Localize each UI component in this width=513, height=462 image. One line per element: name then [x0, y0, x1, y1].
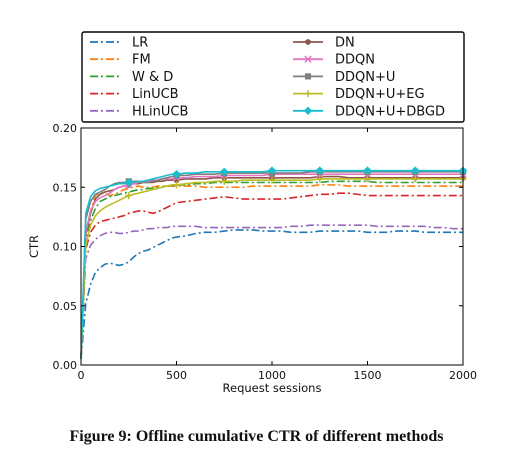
- legend-label: FM: [132, 53, 151, 68]
- data-point: [268, 176, 276, 184]
- data-point: [316, 175, 324, 183]
- plot-layer: [80, 128, 468, 365]
- chart-svg: 0 500 1000 1500 2000 0.00 0.05 0.10 0.15 0.20 Requ…: [27, 31, 477, 395]
- data-point: [363, 166, 372, 175]
- data-point: [315, 166, 324, 175]
- data-point: [267, 166, 277, 175]
- legend-item: LinUCB: [90, 87, 179, 102]
- y-axis-label: CTR: [27, 235, 41, 258]
- legend: LR FM W & D LinUCB HLinUCB DN DDQN DDQN+U DDQN+U…: [81, 31, 465, 123]
- data-point: [411, 166, 420, 175]
- series-hlinucb: [80, 224, 463, 360]
- legend-item: FM: [90, 53, 151, 68]
- series-line: [80, 229, 463, 360]
- series-ddqn-u-dbgd: [80, 166, 468, 360]
- data-point: [220, 177, 228, 185]
- legend-box: [81, 31, 465, 123]
- chart-figure: 0 500 1000 1500 2000 0.00 0.05 0.10 0.15 0.20 Requ…: [27, 31, 477, 395]
- legend-item: DDQN+U+EG: [293, 87, 425, 102]
- data-point: [172, 181, 181, 189]
- data-point: [172, 169, 181, 179]
- figure-caption: Figure 9: Offline cumulative CTR of diff…: [69, 428, 444, 445]
- data-point: [125, 192, 133, 200]
- data-point: [124, 178, 133, 187]
- legend-label: W & D: [132, 70, 173, 85]
- legend-marker: [304, 90, 312, 98]
- legend-label: DDQN: [335, 53, 375, 68]
- legend-label: DDQN+U+DBGD: [335, 104, 445, 119]
- plot-area: [81, 128, 463, 365]
- axes-layer: 0 500 1000 1500 2000 0.00 0.05 0.10 0.15 0.20 Requ…: [27, 122, 477, 395]
- legend-item: HLinUCB: [90, 104, 188, 119]
- y-tick-label: 0.20: [53, 122, 78, 135]
- y-tick-label: 0.10: [53, 241, 78, 254]
- legend-label: LinUCB: [132, 87, 179, 102]
- y-tick-label: 0.05: [53, 300, 78, 313]
- legend-label: DDQN+U+EG: [335, 87, 425, 102]
- legend-label: HLinUCB: [132, 104, 188, 119]
- legend-marker: [305, 39, 311, 45]
- legend-item: DDQN: [293, 53, 375, 68]
- series-w-d: [80, 180, 463, 360]
- legend-label: LR: [132, 36, 148, 51]
- data-point: [220, 167, 229, 177]
- series-ddqn-u-eg: [80, 175, 467, 360]
- x-tick-label: 0: [78, 369, 85, 382]
- x-tick-label: 1000: [258, 369, 286, 382]
- legend-marker: [304, 55, 312, 63]
- legend-item: DDQN+U: [293, 70, 395, 85]
- x-axis-label: Request sessions: [223, 381, 322, 395]
- legend-item: DN: [293, 36, 355, 51]
- y-tick-label: 0.00: [53, 359, 78, 372]
- legend-item: LR: [90, 36, 148, 51]
- legend-marker: [303, 106, 313, 116]
- legend-label: DDQN+U: [335, 70, 395, 85]
- series-line: [80, 184, 463, 360]
- x-tick-label: 1500: [354, 369, 382, 382]
- series-lr: [80, 229, 463, 360]
- series-fm: [80, 184, 463, 360]
- legend-label: DN: [335, 36, 355, 51]
- legend-marker: [304, 73, 312, 80]
- data-point: [363, 175, 372, 183]
- series-line: [80, 180, 463, 360]
- legend-item: W & D: [90, 70, 173, 85]
- data-point: [411, 175, 419, 183]
- x-tick-label: 2000: [449, 369, 477, 382]
- series-line: [80, 224, 463, 360]
- legend-item: DDQN+U+DBGD: [293, 104, 445, 119]
- series-line: [80, 192, 463, 360]
- x-tick-label: 500: [166, 369, 187, 382]
- series-linucb: [80, 192, 463, 360]
- y-tick-label: 0.15: [53, 181, 78, 194]
